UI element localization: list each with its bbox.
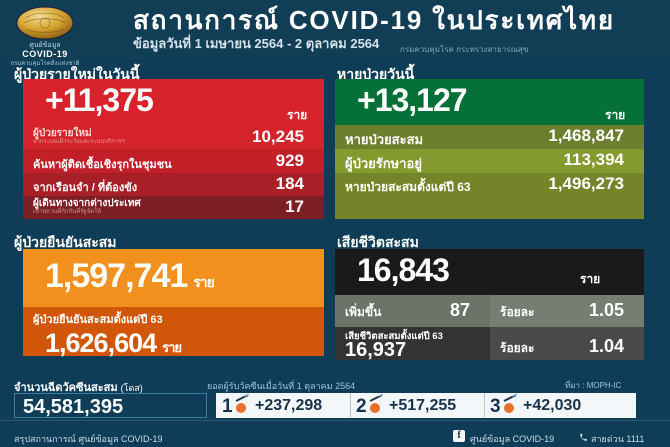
svg-text:1: 1: [222, 396, 233, 417]
svg-text:3: 3: [490, 396, 501, 417]
svg-text:2: 2: [356, 396, 367, 417]
